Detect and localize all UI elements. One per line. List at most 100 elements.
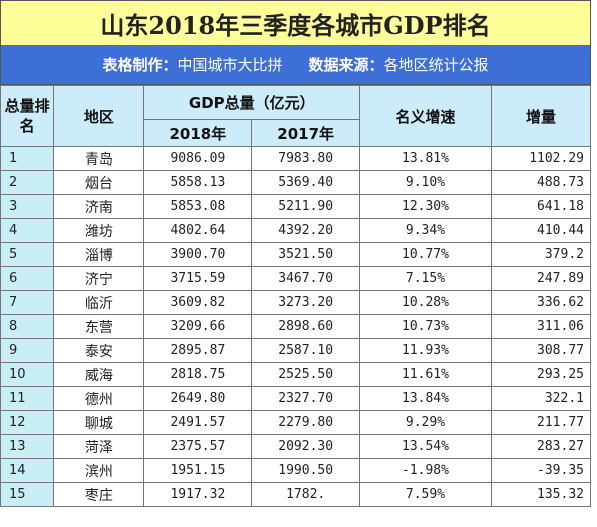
gdp-2017-cell: 2279.80 — [251, 410, 361, 435]
sheet-subtitle: 表格制作：中国城市大比拼 数据来源：各地区统计公报 — [0, 45, 591, 85]
gdp-2017-cell: 2587.10 — [251, 338, 361, 363]
source-info: 数据来源：各地区统计公报 — [308, 56, 489, 74]
rank-cell: 3 — [0, 194, 55, 219]
region-cell: 枣庄 — [53, 482, 145, 507]
gdp-2018-cell: 3609.82 — [143, 290, 253, 315]
table-row: 14 滨州 1951.15 1990.50 -1.98% -39.35 — [0, 458, 592, 483]
increase-cell: 308.77 — [490, 338, 592, 363]
header-rank: 总量排名 — [0, 85, 55, 147]
gdp-2017-cell: 4392.20 — [251, 218, 361, 243]
rank-cell: 9 — [0, 338, 55, 363]
gdp-2018-cell: 4802.64 — [143, 218, 253, 243]
gdp-2018-cell: 3715.59 — [143, 266, 253, 291]
header-year-2018: 2018年 — [143, 119, 253, 147]
gdp-2018-cell: 3900.70 — [143, 242, 253, 267]
growth-cell: 13.84% — [359, 386, 492, 411]
rank-cell: 2 — [0, 170, 55, 195]
table-row: 1 青岛 9086.09 7983.80 13.81% 1102.29 — [0, 146, 592, 171]
gdp-2018-cell: 9086.09 — [143, 146, 253, 171]
region-cell: 济宁 — [53, 266, 145, 291]
growth-cell: 10.77% — [359, 242, 492, 267]
region-cell: 威海 — [53, 362, 145, 387]
table-row: 9 泰安 2895.87 2587.10 11.93% 308.77 — [0, 338, 592, 363]
increase-cell: 322.1 — [490, 386, 592, 411]
rank-cell: 7 — [0, 290, 55, 315]
rank-cell: 13 — [0, 434, 55, 459]
increase-cell: 1102.29 — [490, 146, 592, 171]
rank-cell: 1 — [0, 146, 55, 171]
growth-cell: 10.73% — [359, 314, 492, 339]
gdp-2017-cell: 1990.50 — [251, 458, 361, 483]
maker-info: 表格制作：中国城市大比拼 — [102, 56, 283, 74]
region-cell: 东营 — [53, 314, 145, 339]
table-row: 12 聊城 2491.57 2279.80 9.29% 211.77 — [0, 410, 592, 435]
rank-cell: 11 — [0, 386, 55, 411]
increase-cell: 410.44 — [490, 218, 592, 243]
growth-cell: 12.30% — [359, 194, 492, 219]
table-row: 10 威海 2818.75 2525.50 11.61% 293.25 — [0, 362, 592, 387]
table-row: 15 枣庄 1917.32 1782. 7.59% 135.32 — [0, 482, 592, 507]
rank-cell: 5 — [0, 242, 55, 267]
gdp-2017-cell: 5369.40 — [251, 170, 361, 195]
gdp-2017-cell: 1782. — [251, 482, 361, 507]
gdp-2018-cell: 2375.57 — [143, 434, 253, 459]
header-year-2017: 2017年 — [251, 119, 361, 147]
region-cell: 青岛 — [53, 146, 145, 171]
region-cell: 滨州 — [53, 458, 145, 483]
increase-cell: -39.35 — [490, 458, 592, 483]
growth-cell: 9.34% — [359, 218, 492, 243]
region-cell: 聊城 — [53, 410, 145, 435]
table-row: 4 潍坊 4802.64 4392.20 9.34% 410.44 — [0, 218, 592, 243]
growth-cell: 11.93% — [359, 338, 492, 363]
gdp-2017-cell: 3273.20 — [251, 290, 361, 315]
table-row: 11 德州 2649.80 2327.70 13.84% 322.1 — [0, 386, 592, 411]
growth-cell: 9.29% — [359, 410, 492, 435]
increase-cell: 488.73 — [490, 170, 592, 195]
growth-cell: 7.15% — [359, 266, 492, 291]
table-row: 7 临沂 3609.82 3273.20 10.28% 336.62 — [0, 290, 592, 315]
gdp-2018-cell: 1951.15 — [143, 458, 253, 483]
gdp-2018-cell: 5853.08 — [143, 194, 253, 219]
region-cell: 淄博 — [53, 242, 145, 267]
increase-cell: 283.27 — [490, 434, 592, 459]
increase-cell: 311.06 — [490, 314, 592, 339]
gdp-2017-cell: 3467.70 — [251, 266, 361, 291]
table-row: 8 东营 3209.66 2898.60 10.73% 311.06 — [0, 314, 592, 339]
gdp-2017-cell: 2898.60 — [251, 314, 361, 339]
growth-cell: -1.98% — [359, 458, 492, 483]
growth-cell: 7.59% — [359, 482, 492, 507]
increase-cell: 293.25 — [490, 362, 592, 387]
gdp-2017-cell: 3521.50 — [251, 242, 361, 267]
growth-cell: 11.61% — [359, 362, 492, 387]
increase-cell: 379.2 — [490, 242, 592, 267]
gdp-2018-cell: 1917.32 — [143, 482, 253, 507]
region-cell: 济南 — [53, 194, 145, 219]
increase-cell: 247.89 — [490, 266, 592, 291]
region-cell: 临沂 — [53, 290, 145, 315]
gdp-2018-cell: 2649.80 — [143, 386, 253, 411]
increase-cell: 211.77 — [490, 410, 592, 435]
rank-cell: 8 — [0, 314, 55, 339]
sheet-title: 山东2018年三季度各城市GDP排名 — [0, 0, 591, 46]
region-cell: 泰安 — [53, 338, 145, 363]
region-cell: 烟台 — [53, 170, 145, 195]
table-row: 5 淄博 3900.70 3521.50 10.77% 379.2 — [0, 242, 592, 267]
rank-cell: 15 — [0, 482, 55, 507]
rank-cell: 10 — [0, 362, 55, 387]
growth-cell: 13.81% — [359, 146, 492, 171]
gdp-2017-cell: 5211.90 — [251, 194, 361, 219]
region-cell: 潍坊 — [53, 218, 145, 243]
gdp-2018-cell: 3209.66 — [143, 314, 253, 339]
header-growth: 名义增速 — [359, 85, 492, 147]
increase-cell: 336.62 — [490, 290, 592, 315]
rank-cell: 14 — [0, 458, 55, 483]
table-body: 1 青岛 9086.09 7983.80 13.81% 1102.29 2 烟台 5858.13… — [0, 146, 592, 507]
rank-cell: 12 — [0, 410, 55, 435]
table-row: 2 烟台 5858.13 5369.40 9.10% 488.73 — [0, 170, 592, 195]
gdp-2018-cell: 2818.75 — [143, 362, 253, 387]
gdp-2017-cell: 2525.50 — [251, 362, 361, 387]
header-increase: 增量 — [490, 85, 592, 147]
increase-cell: 135.32 — [490, 482, 592, 507]
gdp-2018-cell: 2895.87 — [143, 338, 253, 363]
